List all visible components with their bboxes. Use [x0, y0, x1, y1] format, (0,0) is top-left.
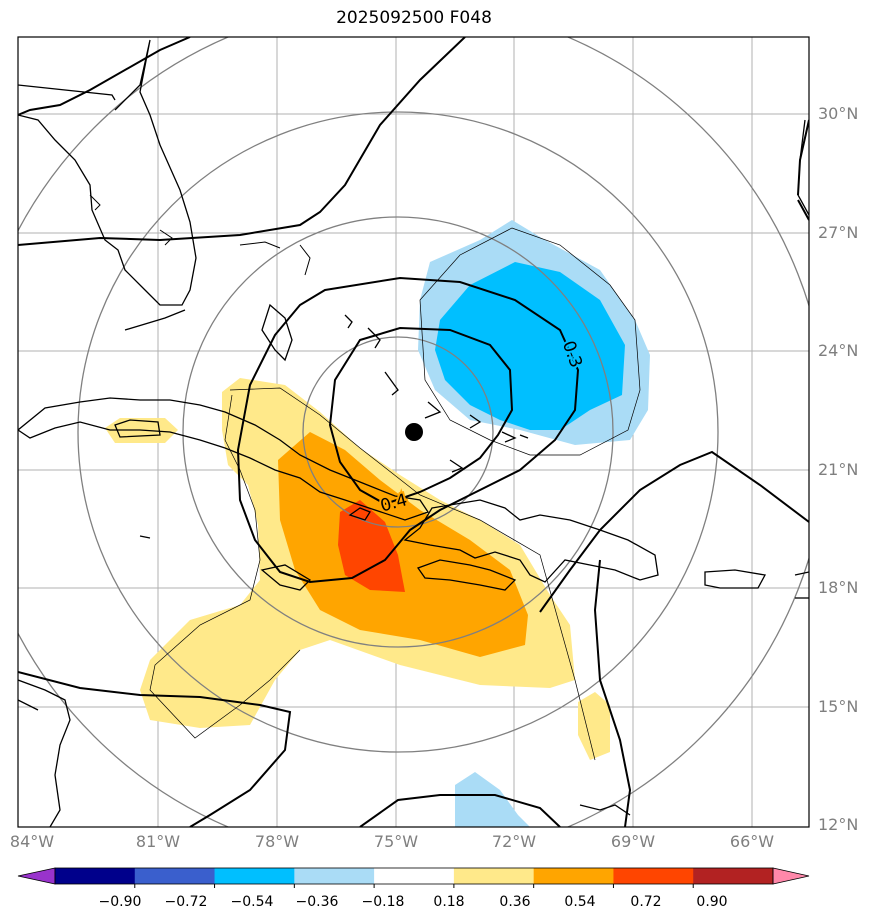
colorbar-tick: 0.54 [564, 894, 596, 910]
coastlines [18, 39, 809, 827]
colorbar-tick: 0.18 [433, 894, 465, 910]
colorbar-outline [54, 867, 774, 885]
colorbar-tick: −0.90 [98, 894, 142, 910]
colorbar-extend-high [772, 867, 810, 885]
colorbar-tick: 0.90 [696, 894, 728, 910]
colorbar [17, 867, 810, 888]
map-frame [17, 36, 810, 828]
positive-anomaly-strong [338, 500, 405, 592]
colorbar-segment [214, 868, 295, 884]
colorbar-segment [134, 868, 216, 884]
colorbar-tick: −0.36 [295, 894, 339, 910]
lat-label-15n: 15°N [818, 697, 859, 716]
gridlines [18, 37, 809, 827]
contour-lines [18, 37, 809, 827]
range-rings [18, 37, 809, 827]
colorbar-tick: 0.36 [499, 894, 531, 910]
colorbar-segment [294, 868, 375, 884]
islands [89, 194, 311, 276]
colorbar-segment [613, 868, 694, 884]
colorbar-segment [533, 868, 614, 884]
lon-label-84w: 84°W [9, 832, 55, 851]
positive-anomaly-mid [278, 432, 528, 657]
lon-label-78w: 78°W [254, 832, 300, 851]
colorbar-extend-low [17, 867, 56, 885]
lat-label-24n: 24°N [818, 341, 859, 360]
lon-label-66w: 66°W [729, 832, 775, 851]
colorbar-segment [453, 868, 535, 884]
lat-label-21n: 21°N [818, 460, 859, 479]
thin-outlines [149, 227, 641, 761]
colorbar-tick: −0.72 [164, 894, 208, 910]
lon-label-75w: 75°W [373, 832, 419, 851]
colorbar-segment [693, 868, 774, 884]
lon-label-81w: 81°W [135, 832, 181, 851]
lat-label-18n: 18°N [818, 578, 859, 597]
lat-label-30n: 30°N [818, 104, 859, 123]
lon-label-69w: 69°W [610, 832, 656, 851]
map-title: 2025092500 F048 [336, 8, 492, 28]
colorbar-segment [374, 868, 455, 884]
colorbar-tick: −0.18 [361, 894, 405, 910]
colorbar-tick: −0.54 [230, 894, 274, 910]
storm-center-marker [405, 423, 423, 441]
colorbar-segment [55, 868, 136, 884]
lat-label-27n: 27°N [818, 223, 859, 242]
lat-label-12n: 12°N [818, 815, 859, 834]
colorbar-tick: 0.72 [630, 894, 662, 910]
lon-label-72w: 72°W [491, 832, 537, 851]
